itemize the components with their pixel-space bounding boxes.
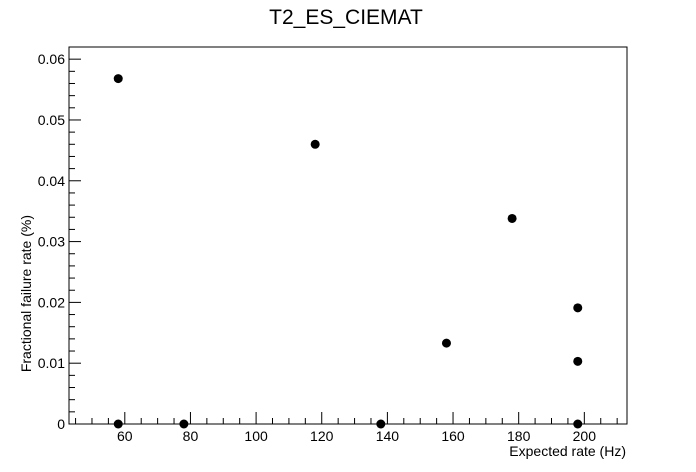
y-tick-label: 0.06: [38, 51, 65, 67]
x-axis-label: Expected rate (Hz): [509, 443, 626, 459]
y-axis-label: Fractional failure rate (%): [18, 215, 34, 372]
data-point: [310, 139, 320, 149]
y-tick-label: 0: [57, 416, 65, 432]
x-axis: 60 80 100 120 140 160 180 200: [75, 412, 618, 444]
x-tick-label: 160: [441, 428, 465, 444]
data-point: [573, 419, 583, 429]
x-tick-label: 120: [310, 428, 334, 444]
data-point: [441, 338, 451, 348]
y-tick-label: 0.01: [38, 355, 65, 371]
y-tick-label: 0.03: [38, 234, 65, 250]
data-point: [376, 419, 386, 429]
data-point: [507, 213, 517, 223]
x-tick-label: 200: [573, 428, 597, 444]
y-tick-label: 0.05: [38, 112, 65, 128]
y-axis: 0 0.01 0.02 0.03 0.04 0.05 0.06: [38, 46, 81, 432]
y-tick-label: 0.02: [38, 294, 65, 310]
data-point: [573, 356, 583, 366]
x-tick-label: 100: [244, 428, 268, 444]
data-point: [113, 74, 123, 84]
data-point: [573, 303, 583, 313]
data-point: [179, 419, 189, 429]
x-tick-label: 80: [183, 428, 199, 444]
y-tick-label: 0.04: [38, 173, 65, 189]
data-point: [113, 419, 123, 429]
x-tick-label: 60: [117, 428, 133, 444]
x-tick-label: 140: [376, 428, 400, 444]
plot-frame: [68, 46, 628, 425]
data-points: [113, 74, 583, 429]
chart-title: T2_ES_CIEMAT: [269, 6, 423, 29]
x-tick-label: 180: [507, 428, 531, 444]
